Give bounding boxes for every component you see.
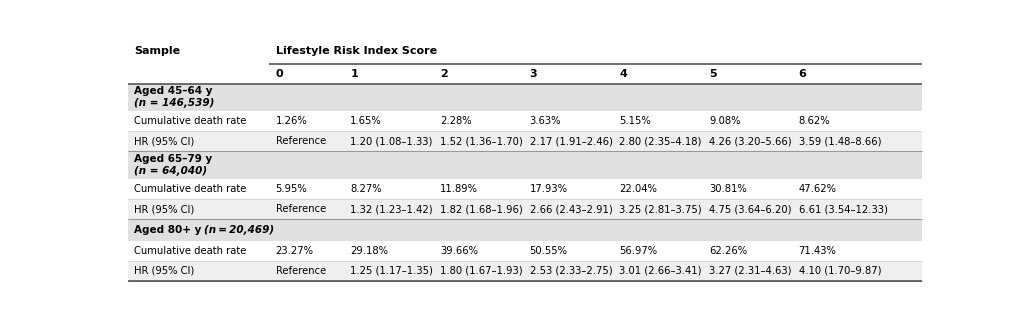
Bar <box>128 111 922 131</box>
Bar <box>128 84 922 111</box>
Text: 4.26 (3.20–5.66): 4.26 (3.20–5.66) <box>709 136 792 146</box>
Text: 8.62%: 8.62% <box>799 116 830 126</box>
Text: 1: 1 <box>350 69 358 78</box>
Bar <box>128 219 922 241</box>
Text: 9.08%: 9.08% <box>709 116 740 126</box>
Text: Cumulative death rate: Cumulative death rate <box>134 184 247 194</box>
Text: 2.66 (2.43–2.91): 2.66 (2.43–2.91) <box>529 204 612 214</box>
Text: Reference: Reference <box>275 136 326 146</box>
Text: 3.59 (1.48–8.66): 3.59 (1.48–8.66) <box>799 136 881 146</box>
Text: 62.26%: 62.26% <box>709 246 748 256</box>
Text: Cumulative death rate: Cumulative death rate <box>134 246 247 256</box>
Text: 5.95%: 5.95% <box>275 184 307 194</box>
Text: 1.25 (1.17–1.35): 1.25 (1.17–1.35) <box>350 266 433 276</box>
Text: 71.43%: 71.43% <box>799 246 837 256</box>
Text: 30.81%: 30.81% <box>709 184 746 194</box>
Bar <box>128 179 922 199</box>
Text: Lifestyle Risk Index Score: Lifestyle Risk Index Score <box>275 46 436 56</box>
Text: 22.04%: 22.04% <box>620 184 657 194</box>
Text: 8.27%: 8.27% <box>350 184 382 194</box>
Text: 1.20 (1.08–1.33): 1.20 (1.08–1.33) <box>350 136 432 146</box>
Bar <box>128 39 922 64</box>
Text: 29.18%: 29.18% <box>350 246 388 256</box>
Text: 5: 5 <box>709 69 717 78</box>
Text: 11.89%: 11.89% <box>440 184 478 194</box>
Text: 0: 0 <box>275 69 284 78</box>
Text: 1.82 (1.68–1.96): 1.82 (1.68–1.96) <box>440 204 522 214</box>
Text: Reference: Reference <box>275 266 326 276</box>
Text: Cumulative death rate: Cumulative death rate <box>134 116 247 126</box>
Text: 47.62%: 47.62% <box>799 184 837 194</box>
Text: 4.75 (3.64–6.20): 4.75 (3.64–6.20) <box>709 204 792 214</box>
Bar <box>128 260 922 281</box>
Bar <box>128 151 922 179</box>
Text: 2.80 (2.35–4.18): 2.80 (2.35–4.18) <box>620 136 701 146</box>
Bar <box>128 241 922 260</box>
Text: 17.93%: 17.93% <box>529 184 567 194</box>
Text: 6: 6 <box>799 69 807 78</box>
Text: 3.63%: 3.63% <box>529 116 561 126</box>
Text: 1.65%: 1.65% <box>350 116 382 126</box>
Text: 3.27 (2.31–4.63): 3.27 (2.31–4.63) <box>709 266 792 276</box>
Text: HR (95% CI): HR (95% CI) <box>134 204 195 214</box>
Text: (n = 64,040): (n = 64,040) <box>134 166 208 176</box>
Text: 1.32 (1.23–1.42): 1.32 (1.23–1.42) <box>350 204 433 214</box>
Text: Aged 45–64 y: Aged 45–64 y <box>134 86 213 96</box>
Text: 3: 3 <box>529 69 538 78</box>
Text: HR (95% CI): HR (95% CI) <box>134 266 195 276</box>
Text: 2.53 (2.33–2.75): 2.53 (2.33–2.75) <box>529 266 612 276</box>
Text: 4.10 (1.70–9.87): 4.10 (1.70–9.87) <box>799 266 881 276</box>
Text: 6.61 (3.54–12.33): 6.61 (3.54–12.33) <box>799 204 888 214</box>
Text: Aged 65–79 y: Aged 65–79 y <box>134 154 213 164</box>
Bar <box>128 199 922 219</box>
Text: HR (95% CI): HR (95% CI) <box>134 136 195 146</box>
Text: Sample: Sample <box>134 46 180 56</box>
Text: 39.66%: 39.66% <box>440 246 478 256</box>
Text: (n = 20,469): (n = 20,469) <box>204 225 274 235</box>
Text: 5.15%: 5.15% <box>620 116 651 126</box>
Text: 2: 2 <box>440 69 447 78</box>
Text: 4: 4 <box>620 69 627 78</box>
Text: Reference: Reference <box>275 204 326 214</box>
Text: 3.25 (2.81–3.75): 3.25 (2.81–3.75) <box>620 204 701 214</box>
Text: 1.80 (1.67–1.93): 1.80 (1.67–1.93) <box>440 266 522 276</box>
Text: 23.27%: 23.27% <box>275 246 313 256</box>
Text: (n = 146,539): (n = 146,539) <box>134 98 215 109</box>
Text: 1.52 (1.36–1.70): 1.52 (1.36–1.70) <box>440 136 522 146</box>
Text: 2.17 (1.91–2.46): 2.17 (1.91–2.46) <box>529 136 612 146</box>
Text: 1.26%: 1.26% <box>275 116 307 126</box>
Text: Aged 80+ y: Aged 80+ y <box>134 225 206 235</box>
Bar <box>128 131 922 151</box>
Bar <box>128 64 922 84</box>
Text: 56.97%: 56.97% <box>620 246 657 256</box>
Text: 2.28%: 2.28% <box>440 116 471 126</box>
Text: 3.01 (2.66–3.41): 3.01 (2.66–3.41) <box>620 266 701 276</box>
Text: 50.55%: 50.55% <box>529 246 567 256</box>
